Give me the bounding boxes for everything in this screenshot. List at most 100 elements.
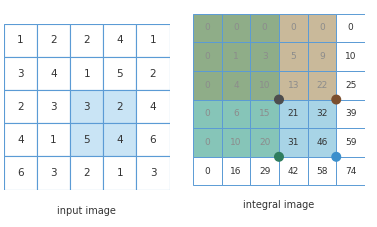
Text: 0: 0 xyxy=(204,81,210,90)
Text: 0: 0 xyxy=(204,23,210,32)
Text: 10: 10 xyxy=(230,138,242,147)
Circle shape xyxy=(332,153,340,161)
Bar xyxy=(250,99,279,128)
Bar xyxy=(37,123,70,156)
Text: 3: 3 xyxy=(150,168,156,178)
Bar xyxy=(250,42,279,71)
Text: 15: 15 xyxy=(259,109,270,118)
Text: 42: 42 xyxy=(288,167,299,176)
Bar xyxy=(279,42,308,71)
Text: 0: 0 xyxy=(290,23,296,32)
Bar xyxy=(103,90,136,123)
Circle shape xyxy=(275,153,283,161)
Text: 0: 0 xyxy=(204,138,210,147)
Circle shape xyxy=(275,95,283,104)
Bar xyxy=(193,99,222,128)
Bar xyxy=(136,123,170,156)
Bar xyxy=(336,42,365,71)
Bar xyxy=(70,57,103,90)
Bar xyxy=(37,57,70,90)
Bar xyxy=(103,24,136,57)
Bar xyxy=(308,71,336,99)
Bar xyxy=(70,24,103,57)
Bar xyxy=(136,57,170,90)
Bar xyxy=(336,14,365,42)
Text: 3: 3 xyxy=(50,168,57,178)
Bar xyxy=(136,90,170,123)
Bar xyxy=(250,128,279,157)
Text: 2: 2 xyxy=(116,102,123,112)
Text: 46: 46 xyxy=(316,138,328,147)
Text: 1: 1 xyxy=(233,52,239,61)
Bar xyxy=(222,14,250,42)
Bar xyxy=(279,157,308,185)
Text: 4: 4 xyxy=(50,69,57,79)
Text: 1: 1 xyxy=(17,35,24,45)
Bar xyxy=(222,128,250,157)
Bar xyxy=(103,123,136,156)
Text: 10: 10 xyxy=(259,81,270,90)
Text: 13: 13 xyxy=(288,81,299,90)
Text: 4: 4 xyxy=(116,35,123,45)
Text: 4: 4 xyxy=(150,102,156,112)
Bar xyxy=(336,157,365,185)
Bar xyxy=(279,14,308,42)
Bar xyxy=(193,71,222,99)
Text: 4: 4 xyxy=(233,81,239,90)
Bar xyxy=(250,14,279,42)
Text: 5: 5 xyxy=(83,135,90,145)
Bar xyxy=(70,156,103,190)
Text: 1: 1 xyxy=(150,35,156,45)
Text: 2: 2 xyxy=(83,35,90,45)
Bar xyxy=(193,157,222,185)
Bar xyxy=(222,71,250,99)
Text: 1: 1 xyxy=(116,168,123,178)
Text: 59: 59 xyxy=(345,138,356,147)
Text: 3: 3 xyxy=(17,69,24,79)
Bar xyxy=(222,42,250,71)
Text: 6: 6 xyxy=(233,109,239,118)
Text: input image: input image xyxy=(57,206,116,216)
Text: 39: 39 xyxy=(345,109,356,118)
Circle shape xyxy=(332,95,340,104)
Text: 22: 22 xyxy=(316,81,328,90)
Text: 2: 2 xyxy=(150,69,156,79)
Text: 25: 25 xyxy=(345,81,356,90)
Bar xyxy=(279,128,308,157)
Text: 6: 6 xyxy=(150,135,156,145)
Bar xyxy=(136,24,170,57)
Bar xyxy=(308,128,336,157)
Text: 21: 21 xyxy=(288,109,299,118)
Bar xyxy=(4,90,37,123)
Text: 74: 74 xyxy=(345,167,356,176)
Bar xyxy=(4,24,37,57)
Bar xyxy=(336,128,365,157)
Text: 20: 20 xyxy=(259,138,270,147)
Bar xyxy=(136,156,170,190)
Text: 2: 2 xyxy=(83,168,90,178)
Bar xyxy=(222,157,250,185)
Bar xyxy=(103,156,136,190)
Text: 58: 58 xyxy=(316,167,328,176)
Bar xyxy=(4,57,37,90)
Text: 2: 2 xyxy=(17,102,24,112)
Text: 16: 16 xyxy=(230,167,242,176)
Bar xyxy=(103,57,136,90)
Text: 9: 9 xyxy=(319,52,325,61)
Text: 6: 6 xyxy=(17,168,24,178)
Bar xyxy=(193,14,222,42)
Bar xyxy=(37,156,70,190)
Text: 2: 2 xyxy=(50,35,57,45)
Text: 0: 0 xyxy=(348,23,354,32)
Bar xyxy=(70,90,103,123)
Bar xyxy=(222,99,250,128)
Text: 1: 1 xyxy=(50,135,57,145)
Text: 0: 0 xyxy=(262,23,268,32)
Bar xyxy=(4,123,37,156)
Bar xyxy=(193,128,222,157)
Text: 0: 0 xyxy=(204,109,210,118)
Text: integral image: integral image xyxy=(244,200,314,210)
Text: 1: 1 xyxy=(83,69,90,79)
Bar xyxy=(250,71,279,99)
Bar xyxy=(308,157,336,185)
